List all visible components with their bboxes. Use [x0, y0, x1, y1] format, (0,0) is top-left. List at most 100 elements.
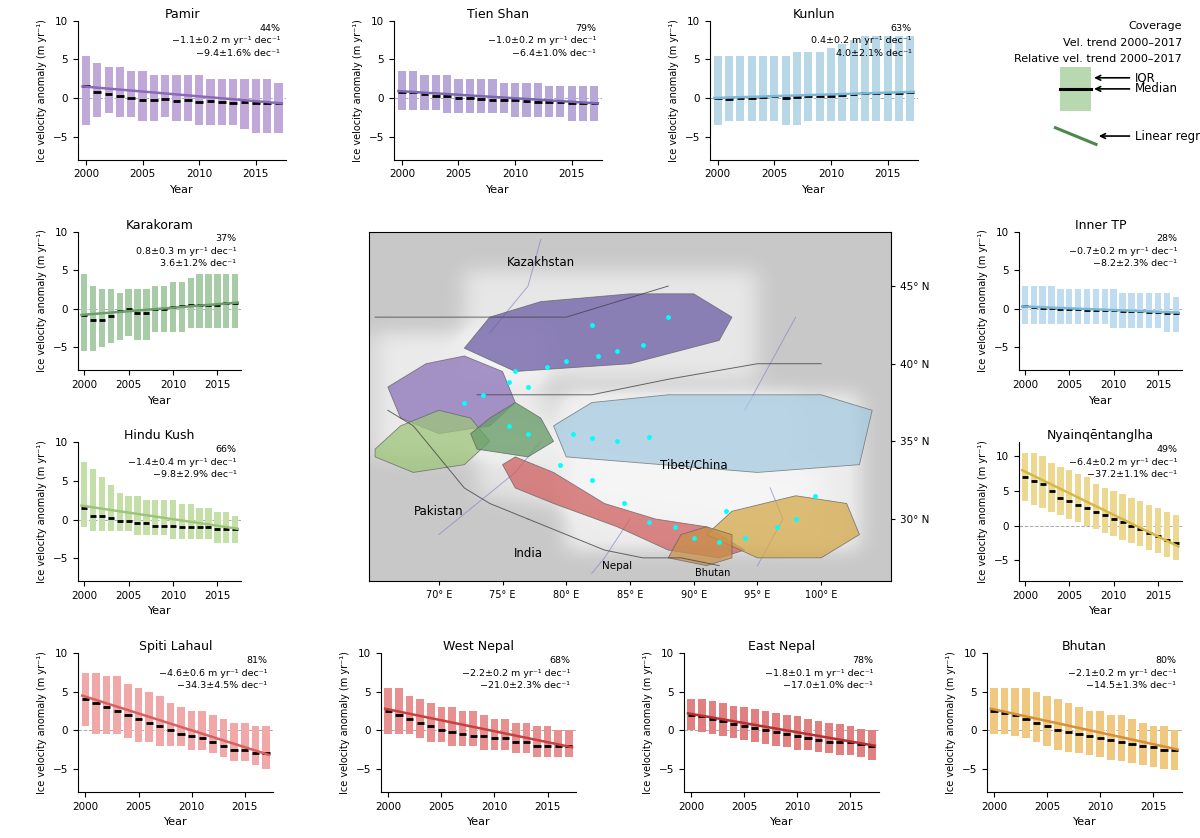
Bar: [179, 282, 185, 332]
Bar: [1086, 711, 1093, 755]
Bar: [773, 713, 780, 746]
Bar: [220, 719, 227, 758]
Bar: [793, 52, 802, 125]
Bar: [156, 696, 163, 746]
Y-axis label: Ice velocity anomaly (m yr⁻¹): Ice velocity anomaly (m yr⁻¹): [946, 651, 956, 794]
Bar: [150, 75, 158, 122]
Bar: [395, 688, 403, 734]
Y-axis label: Ice velocity anomaly (m yr⁻¹): Ice velocity anomaly (m yr⁻¹): [978, 230, 988, 372]
Text: 79%
−1.0±0.2 m yr⁻¹ dec⁻¹
−6.4±1.0% dec⁻¹: 79% −1.0±0.2 m yr⁻¹ dec⁻¹ −6.4±1.0% dec⁻…: [487, 23, 596, 58]
Bar: [397, 71, 406, 110]
Bar: [748, 55, 756, 122]
Polygon shape: [553, 395, 872, 473]
Bar: [178, 707, 185, 746]
Bar: [443, 75, 451, 113]
Bar: [82, 274, 88, 351]
Bar: [116, 493, 122, 531]
Bar: [420, 75, 428, 110]
Title: Bhutan: Bhutan: [1062, 640, 1106, 654]
Bar: [1154, 293, 1162, 328]
Bar: [134, 688, 143, 742]
Title: Spiti Lahaul: Spiti Lahaul: [139, 640, 212, 654]
Bar: [230, 722, 238, 761]
Bar: [152, 286, 158, 332]
Bar: [698, 700, 706, 732]
Title: Nyainqēntanglha: Nyainqēntanglha: [1046, 430, 1154, 442]
Bar: [1049, 463, 1055, 512]
Bar: [252, 79, 260, 132]
Bar: [161, 75, 169, 117]
Bar: [134, 496, 140, 535]
Bar: [209, 715, 217, 753]
Bar: [432, 75, 440, 110]
Bar: [1102, 488, 1108, 533]
Bar: [1164, 512, 1170, 557]
Bar: [241, 722, 248, 761]
Bar: [872, 36, 881, 122]
Text: Tibet/China: Tibet/China: [660, 458, 727, 471]
Bar: [860, 36, 869, 122]
Bar: [557, 86, 564, 117]
Bar: [1172, 515, 1178, 561]
Bar: [1039, 457, 1046, 509]
Bar: [1120, 494, 1126, 540]
Bar: [103, 676, 110, 734]
Bar: [217, 79, 226, 125]
Title: Hindu Kush: Hindu Kush: [125, 430, 194, 442]
Bar: [1054, 700, 1062, 749]
Bar: [1110, 491, 1117, 536]
Bar: [737, 55, 744, 122]
Bar: [409, 71, 418, 110]
Bar: [198, 711, 206, 749]
Bar: [847, 727, 854, 755]
Bar: [895, 36, 904, 122]
Bar: [90, 286, 96, 351]
Y-axis label: Ice velocity anomaly (m yr⁻¹): Ice velocity anomaly (m yr⁻¹): [978, 441, 988, 583]
X-axis label: Year: Year: [1073, 817, 1096, 827]
Bar: [143, 289, 150, 339]
Polygon shape: [464, 294, 732, 371]
Bar: [98, 289, 106, 347]
Bar: [114, 676, 121, 734]
Bar: [533, 727, 541, 758]
Bar: [108, 289, 114, 344]
Bar: [740, 707, 748, 739]
Text: 49%
−6.4±0.2 m yr⁻¹ dec⁻¹
−37.2±1.1% dec⁻¹: 49% −6.4±0.2 m yr⁻¹ dec⁻¹ −37.2±1.1% dec…: [1069, 445, 1177, 479]
Polygon shape: [503, 457, 745, 558]
Title: East Nepal: East Nepal: [748, 640, 815, 654]
Bar: [1031, 286, 1037, 324]
Bar: [1128, 719, 1136, 763]
Text: Coverage: Coverage: [1128, 21, 1182, 31]
Bar: [883, 36, 892, 122]
Bar: [161, 286, 167, 332]
Bar: [1146, 293, 1152, 328]
Polygon shape: [388, 356, 515, 433]
Text: Bhutan: Bhutan: [695, 568, 731, 578]
Bar: [124, 684, 132, 738]
Bar: [511, 83, 520, 117]
Text: 44%
−1.1±0.2 m yr⁻¹ dec⁻¹
−9.4±1.6% dec⁻¹: 44% −1.1±0.2 m yr⁻¹ dec⁻¹ −9.4±1.6% dec⁻…: [172, 23, 280, 58]
Y-axis label: Ice velocity anomaly (m yr⁻¹): Ice velocity anomaly (m yr⁻¹): [341, 651, 350, 794]
Bar: [719, 703, 727, 737]
Text: Pakistan: Pakistan: [414, 504, 463, 518]
Bar: [1033, 691, 1040, 742]
Bar: [1154, 509, 1162, 553]
Bar: [1093, 289, 1099, 324]
Bar: [82, 673, 89, 727]
Bar: [197, 508, 203, 539]
Bar: [206, 79, 215, 125]
Bar: [1039, 286, 1046, 324]
Bar: [90, 469, 96, 531]
Title: West Nepal: West Nepal: [443, 640, 514, 654]
Bar: [488, 79, 497, 113]
Bar: [82, 55, 90, 125]
Bar: [116, 293, 122, 339]
Text: 37%
0.8±0.3 m yr⁻¹ dec⁻¹
3.6±1.2% dec⁻¹: 37% 0.8±0.3 m yr⁻¹ dec⁻¹ 3.6±1.2% dec⁻¹: [136, 235, 236, 268]
Bar: [232, 274, 239, 328]
Bar: [491, 719, 498, 749]
X-axis label: Year: Year: [148, 607, 172, 617]
Bar: [1060, 67, 1091, 111]
Bar: [1064, 703, 1072, 752]
Bar: [1031, 453, 1037, 504]
Bar: [1066, 470, 1073, 519]
